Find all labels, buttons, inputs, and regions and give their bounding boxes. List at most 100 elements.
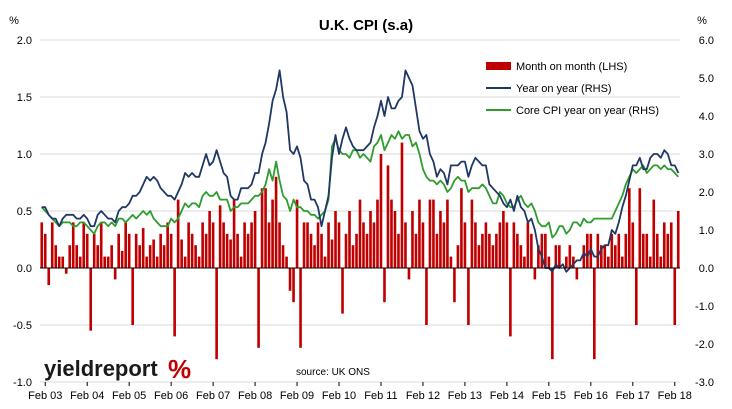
mom-bar	[372, 222, 376, 268]
mom-bar	[113, 268, 117, 280]
mom-bar	[211, 222, 215, 268]
mom-bar	[134, 233, 138, 268]
mom-bar	[50, 222, 54, 268]
x-tick-label: Feb 14	[490, 390, 524, 402]
mom-bar	[103, 256, 107, 268]
mom-bar	[124, 222, 127, 268]
mom-bar	[379, 154, 383, 268]
mom-bar	[64, 268, 68, 274]
mom-bar	[519, 245, 523, 268]
x-tick-label: Feb 06	[154, 390, 188, 402]
mom-bar	[414, 233, 418, 268]
mom-bar	[645, 233, 649, 268]
mom-bar	[341, 268, 344, 314]
mom-bar	[474, 222, 477, 268]
mom-bar	[43, 233, 47, 268]
mom-bar	[120, 250, 124, 268]
mom-bar	[355, 233, 358, 268]
right-tick-label: -2.0	[695, 339, 714, 351]
mom-bar	[376, 199, 379, 268]
x-tick-label: Feb 08	[238, 390, 272, 402]
mom-bar	[526, 222, 530, 268]
mom-bar	[582, 245, 586, 268]
mom-bar	[330, 239, 334, 268]
mom-bar	[603, 245, 607, 268]
right-tick-label: 3.0	[699, 149, 714, 161]
left-tick-label: 0.0	[17, 263, 32, 275]
mom-bar	[327, 222, 330, 268]
mom-bar	[159, 233, 162, 268]
mom-bar	[337, 222, 341, 268]
mom-bar	[75, 245, 79, 268]
mom-bar	[568, 245, 572, 268]
mom-bar	[176, 199, 180, 268]
mom-bar	[624, 233, 628, 268]
mom-bar	[502, 211, 505, 268]
mom-bar	[449, 256, 453, 268]
mom-bar	[253, 211, 257, 268]
mom-bar	[407, 268, 411, 280]
mom-bar	[512, 222, 516, 268]
mom-bar	[488, 233, 491, 268]
mom-bar	[250, 222, 253, 268]
mom-bar	[246, 233, 250, 268]
mom-bar	[523, 256, 526, 268]
mom-bar	[239, 256, 243, 268]
mom-bar	[662, 222, 666, 268]
mom-bar	[85, 233, 89, 268]
logo: yieldreport %	[44, 354, 191, 384]
mom-bar	[187, 222, 190, 268]
mom-bar	[634, 268, 638, 325]
mom-bar	[439, 211, 442, 268]
legend-swatch-mom	[486, 62, 511, 70]
source-note: source: UK ONS	[296, 367, 370, 378]
mom-bar	[313, 245, 316, 268]
mom-bar	[229, 239, 232, 268]
right-tick-label: -1.0	[695, 301, 714, 313]
mom-bar	[477, 245, 481, 268]
mom-bar	[606, 256, 610, 268]
mom-bar	[197, 256, 201, 268]
mom-bar	[271, 199, 274, 268]
mom-bar	[131, 268, 134, 325]
x-axis-ticks: Feb 03 Feb 04 Feb 05 Feb 06 Feb 07 Feb 08 Feb …	[28, 382, 692, 402]
mom-bar	[78, 256, 82, 268]
mom-bar	[673, 268, 677, 325]
mom-bar	[117, 233, 120, 268]
x-tick-label: Feb 09	[280, 390, 314, 402]
mom-bar	[145, 256, 148, 268]
mom-bar	[425, 268, 428, 325]
mom-bar	[369, 211, 372, 268]
left-tick-label: 0.5	[17, 206, 32, 218]
x-tick-label: Feb 10	[322, 390, 356, 402]
mom-bar	[481, 233, 484, 268]
mom-bar	[225, 233, 229, 268]
mom-bar	[666, 233, 670, 268]
mom-bar	[428, 199, 432, 268]
mom-bar	[638, 188, 642, 268]
mom-bar	[676, 211, 680, 268]
mom-bar	[299, 268, 302, 348]
right-tick-label: 6.0	[699, 35, 714, 47]
mom-bar	[669, 222, 673, 268]
mom-bar	[334, 211, 337, 268]
mom-bar	[467, 268, 470, 325]
mom-bar	[190, 233, 194, 268]
right-tick-label: 4.0	[699, 111, 714, 123]
mom-bar	[106, 256, 110, 268]
right-tick-label: 0.0	[699, 263, 714, 275]
right-axis-unit: %	[697, 15, 707, 27]
mom-bar	[89, 268, 93, 331]
mom-bar	[393, 211, 397, 268]
mom-bar	[610, 233, 614, 268]
mom-bar	[659, 256, 663, 268]
mom-bar	[292, 268, 295, 303]
mom-bar	[565, 256, 568, 268]
mom-bar	[218, 205, 222, 268]
mom-bar	[166, 222, 169, 268]
mom-bar	[281, 245, 285, 268]
mom-bar	[432, 199, 435, 268]
mom-bar	[617, 233, 621, 268]
x-tick-label: Feb 12	[406, 390, 440, 402]
